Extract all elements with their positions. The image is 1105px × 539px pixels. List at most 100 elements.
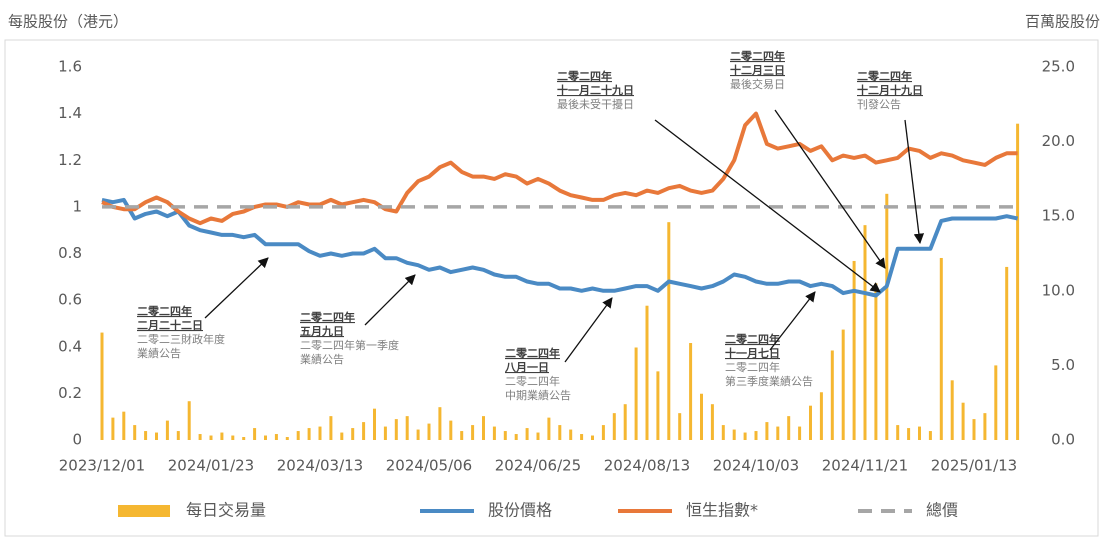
volume-bar (558, 425, 562, 440)
volume-bar (634, 347, 638, 440)
volume-bar (1005, 266, 1009, 440)
volume-bar (798, 426, 802, 440)
volume-bar (514, 434, 518, 440)
volume-bar (721, 425, 725, 440)
annotation-date: 五月九日 (300, 324, 344, 338)
x-tick-label: 2023/12/01 (59, 457, 145, 475)
annotation-date: 二零二四年 (857, 69, 912, 83)
volume-bar (645, 305, 649, 440)
annotation-arrow (904, 119, 925, 245)
volume-bar (841, 329, 845, 440)
x-tick-label: 2024/01/23 (168, 457, 254, 475)
volume-bar (253, 428, 257, 440)
y2-tick-label: 25.0 (1042, 58, 1075, 76)
volume-bar (144, 431, 148, 440)
volume-bar (155, 432, 158, 440)
volume-bar (547, 417, 551, 440)
y-tick-label: 1.2 (58, 151, 82, 169)
volume-bar (176, 431, 180, 440)
volume-bar (689, 343, 693, 440)
volume-bar (198, 434, 202, 440)
volume-bar (536, 432, 540, 440)
legend-label: 每日交易量 (186, 501, 266, 520)
volume-bar (787, 416, 791, 440)
volume-bar (362, 422, 366, 440)
annotation-arrow (769, 291, 816, 351)
volume-bar (950, 380, 954, 440)
volume-bar (264, 435, 267, 440)
volume-bar (242, 437, 246, 440)
volume-bar (972, 419, 976, 440)
annotation-text: 最後交易日 (730, 77, 785, 91)
annotation-date: 十一月七日 (725, 346, 780, 360)
annotation-text: 中期業績公告 (505, 388, 571, 402)
series-line (101, 197, 1019, 298)
volume-bar (710, 404, 714, 440)
annotation-text: 最後未受干擾日 (557, 97, 634, 111)
volume-bar (819, 392, 823, 440)
volume-bar (569, 429, 573, 440)
volume-bar (754, 431, 758, 440)
volume-bar (482, 416, 485, 440)
volume-bar (100, 332, 104, 440)
volume-bar (111, 417, 115, 440)
volume-bar (939, 257, 943, 440)
volume-bar (373, 408, 376, 440)
volume-bar (187, 401, 191, 440)
volume-bar (776, 426, 780, 440)
volume-bar (383, 426, 387, 440)
annotation-date: 二月二十二日 (137, 318, 203, 332)
annotation-date: 十二月十九日 (857, 83, 923, 97)
volume-bar (885, 193, 889, 440)
volume-bar (318, 426, 322, 440)
volume-bar (471, 425, 475, 440)
annotation-date: 八月一日 (504, 361, 549, 374)
annotation-text: 二零二四年 (505, 374, 560, 388)
legend-label: 恒生指數* (686, 501, 758, 520)
volume-bar (165, 420, 169, 440)
y2-tick-label: 15.0 (1042, 207, 1075, 225)
volume-bar (623, 404, 627, 440)
volume-bar (601, 425, 605, 440)
legend-label: 股份價格 (488, 501, 552, 520)
annotation-date: 十一月二十九日 (557, 83, 634, 97)
y-axis-title: 每股股份（港元） (8, 13, 128, 31)
legend-label: 總價 (926, 501, 958, 520)
y-tick-label: 0.8 (58, 244, 82, 262)
volume-bar (994, 365, 998, 440)
volume-bar (852, 260, 856, 440)
y2-tick-label: 5.0 (1051, 356, 1075, 374)
annotation-arrow (364, 274, 416, 326)
volume-bar (209, 435, 213, 440)
volume-bar (907, 428, 911, 440)
volume-bar (667, 222, 671, 440)
x-tick-label: 2025/01/13 (931, 457, 1017, 475)
volume-bar (285, 437, 289, 440)
volume-bar (874, 283, 878, 440)
chart-frame (4, 39, 1099, 537)
volume-bar (591, 435, 594, 440)
volume-bar (460, 431, 464, 440)
annotation-date: 二零二四年 (505, 346, 560, 360)
volume-bar (732, 429, 736, 440)
volume-bar (961, 402, 965, 440)
volume-bar (928, 431, 932, 440)
annotation-date: 二零二四年 (725, 332, 780, 346)
annotation-text: 二零二四年第一季度 (300, 338, 399, 352)
volume-bar (296, 431, 300, 440)
volume-bar (700, 393, 703, 440)
volume-bar (307, 428, 311, 440)
annotation-date: 二零二四年 (557, 69, 612, 83)
volume-bar (765, 422, 769, 440)
series-line (101, 111, 1018, 226)
volume-bar (612, 413, 616, 440)
x-tick-label: 2024/06/25 (495, 457, 581, 475)
volume-bar (983, 413, 987, 440)
annotation-date: 二零二四年 (730, 49, 785, 63)
volume-bar (743, 432, 747, 440)
y-tick-label: 0.6 (58, 291, 82, 309)
volume-bar (830, 350, 834, 440)
y2-tick-label: 20.0 (1042, 132, 1075, 150)
volume-bar (220, 432, 224, 440)
